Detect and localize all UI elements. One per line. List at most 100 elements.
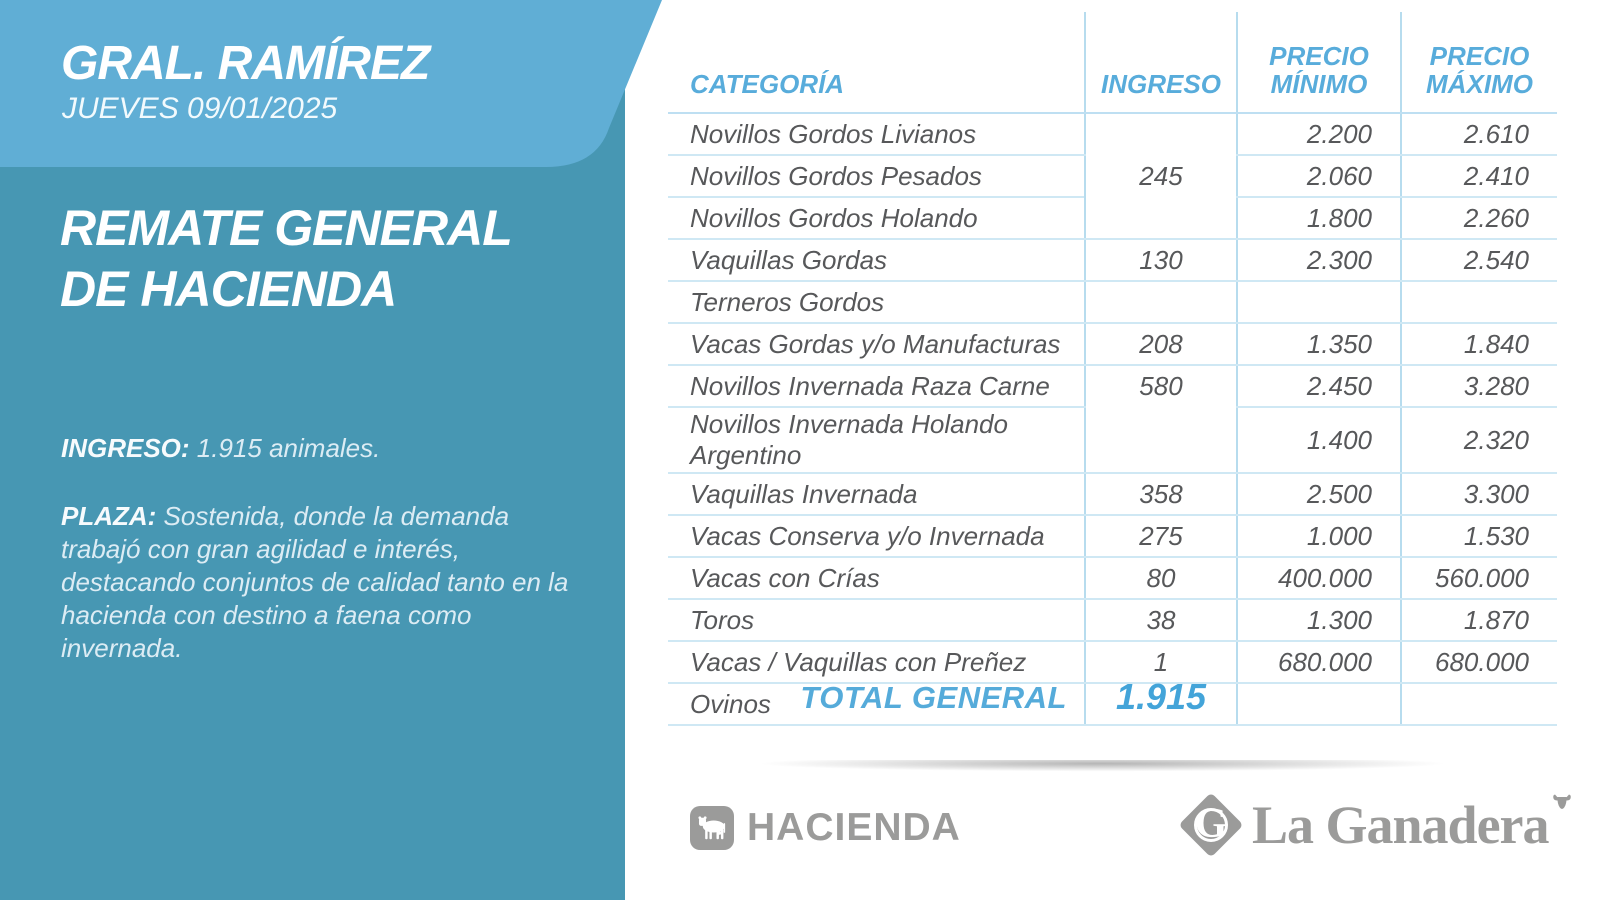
table-row: Vacas Gordas y/o Manufacturas 208 1.350 1.8…	[668, 323, 1557, 366]
table-row: Novillos Gordos Livianos 245 2.200 2.610	[668, 113, 1557, 240]
cell-category: Vaquillas Invernada	[668, 473, 1085, 516]
cell-precio-maximo: 560.000	[1400, 557, 1557, 600]
page-title-line1: REMATE GENERAL	[60, 200, 513, 256]
cell-precio-minimo: 1.800	[1236, 197, 1401, 240]
total-row: TOTAL GENERAL 1.915	[668, 676, 1557, 718]
cell-category: Novillos Gordos Holando	[668, 197, 1085, 240]
plaza-text: Sostenida, donde la demanda trabajó con …	[61, 501, 569, 663]
cell-precio-minimo: 2.060	[1236, 155, 1401, 198]
table-row: Novillos Gordos Holando 1.800 2.260	[668, 197, 1557, 240]
hacienda-logo: HACIENDA	[690, 806, 961, 850]
cell-ingreso: 80	[1084, 557, 1237, 600]
table-row: Vacas / Vaquillas con Preñez 1 680.000 680.…	[668, 641, 1557, 684]
cell-ingreso	[1084, 683, 1237, 726]
cell-precio-maximo: 2.540	[1400, 239, 1557, 282]
cell-category: Vacas Conserva y/o Invernada	[668, 515, 1085, 558]
header-categoria: CATEGORÍA	[668, 12, 1085, 114]
table-row: Novillos Invernada Holando Argentino 1.40…	[668, 407, 1557, 474]
cell-precio-minimo: 2.450	[1236, 365, 1401, 408]
cell-category: Vacas con Crías	[668, 557, 1085, 600]
page-title: REMATE GENERAL DE HACIENDA	[60, 198, 513, 320]
cow-head-icon	[1552, 794, 1572, 817]
cell-precio-minimo: 400.000	[1236, 557, 1401, 600]
cell-ingreso: 1	[1084, 641, 1237, 684]
table-row: Vaquillas Gordas 130 2.300 2.540	[668, 239, 1557, 282]
cell-precio-minimo	[1236, 683, 1401, 726]
cell-category: Toros	[668, 599, 1085, 642]
cell-precio-minimo: 1.350	[1236, 323, 1401, 366]
total-label: TOTAL GENERAL	[800, 680, 1067, 715]
ingreso-text: 1.915 animales.	[189, 433, 381, 463]
cell-ingreso: 580	[1084, 365, 1237, 474]
cell-category: Novillos Gordos Pesados	[668, 155, 1085, 198]
ganadera-diamond-icon: G	[1178, 792, 1244, 858]
table-row: Vacas con Crías 80 400.000 560.000	[668, 557, 1557, 600]
plaza-label: PLAZA:	[61, 501, 157, 531]
cell-category: Vacas / Vaquillas con Preñez	[668, 641, 1085, 684]
cell-precio-minimo: 2.200	[1236, 113, 1401, 156]
table-body: Novillos Gordos Livianos 245 2.200 2.610 Nov…	[668, 113, 1557, 726]
brand-name: La Ganadera	[1252, 795, 1550, 855]
cell-ingreso: 245	[1084, 113, 1237, 240]
prices-table: CATEGORÍA INGRESO PRECIO MÍNIMO PRECIO M…	[668, 12, 1557, 726]
table-row: Terneros Gordos	[668, 281, 1557, 324]
cell-precio-minimo: 2.300	[1236, 239, 1401, 282]
table-header-row: CATEGORÍA INGRESO PRECIO MÍNIMO PRECIO M…	[668, 12, 1557, 114]
header-ingreso: INGRESO	[1084, 12, 1237, 114]
cow-icon	[690, 806, 734, 850]
cell-precio-minimo: 1.000	[1236, 515, 1401, 558]
cell-precio-maximo: 1.870	[1400, 599, 1557, 642]
cell-precio-maximo: 680.000	[1400, 641, 1557, 684]
page-title-line2: DE HACIENDA	[60, 261, 397, 317]
hacienda-label: HACIENDA	[747, 806, 961, 849]
total-value: 1.915	[1115, 676, 1207, 717]
table-row: Vaquillas Invernada 358 2.500 3.300	[668, 473, 1557, 516]
cell-precio-maximo: 2.260	[1400, 197, 1557, 240]
sidebar-header-band	[0, 0, 662, 167]
cell-category: Novillos Gordos Livianos	[668, 113, 1085, 156]
cell-ingreso: 208	[1084, 323, 1237, 366]
ring-shape	[1194, 808, 1228, 842]
cell-precio-maximo: 1.840	[1400, 323, 1557, 366]
cell-precio-maximo: 3.300	[1400, 473, 1557, 516]
location-title: GRAL. RAMÍREZ	[61, 37, 430, 90]
ingreso-summary: INGRESO: 1.915 animales.	[61, 432, 583, 465]
cell-category: Vaquillas Gordas	[668, 239, 1085, 282]
cell-ingreso: 38	[1084, 599, 1237, 642]
cell-precio-maximo	[1400, 281, 1557, 324]
la-ganadera-logo: G La Ganadera	[1178, 792, 1572, 858]
plaza-summary: PLAZA: Sostenida, donde la demanda traba…	[61, 500, 583, 665]
cell-category: Novillos Invernada Raza Carne	[668, 365, 1085, 408]
prices-table-wrap: CATEGORÍA INGRESO PRECIO MÍNIMO PRECIO M…	[668, 12, 1557, 726]
brand-monogram: G	[1194, 801, 1228, 847]
cell-precio-minimo: 680.000	[1236, 641, 1401, 684]
table-row: Vacas Conserva y/o Invernada 275 1.000 1.53…	[668, 515, 1557, 558]
cell-ingreso: 358	[1084, 473, 1237, 516]
cell-precio-maximo: 1.530	[1400, 515, 1557, 558]
cell-precio-minimo: 1.400	[1236, 407, 1401, 474]
cell-precio-maximo: 2.320	[1400, 407, 1557, 474]
table-row: Ovinos	[668, 683, 1557, 726]
cell-ingreso	[1084, 281, 1237, 324]
cell-precio-maximo: 2.610	[1400, 113, 1557, 156]
ingreso-label: INGRESO:	[61, 433, 190, 463]
table-row: Novillos Invernada Raza Carne 580 2.450 3.2…	[668, 365, 1557, 474]
cell-precio-minimo	[1236, 281, 1401, 324]
table-row: Toros 38 1.300 1.870	[668, 599, 1557, 642]
cell-category: Vacas Gordas y/o Manufacturas	[668, 323, 1085, 366]
cell-category: Terneros Gordos	[668, 281, 1085, 324]
auction-date: JUEVES 09/01/2025	[62, 92, 338, 125]
cell-precio-minimo: 2.500	[1236, 473, 1401, 516]
table-row: Novillos Gordos Pesados 2.060 2.410	[668, 155, 1557, 198]
cell-ingreso: 130	[1084, 239, 1237, 282]
header-precio-maximo: PRECIO MÁXIMO	[1400, 12, 1557, 114]
footer-divider	[645, 760, 1560, 772]
cell-category: Novillos Invernada Holando Argentino	[668, 407, 1085, 474]
cell-precio-maximo: 2.410	[1400, 155, 1557, 198]
cell-category: Ovinos	[668, 683, 1085, 726]
cell-precio-maximo: 3.280	[1400, 365, 1557, 408]
header-precio-minimo: PRECIO MÍNIMO	[1236, 12, 1401, 114]
cell-ingreso: 275	[1084, 515, 1237, 558]
cell-precio-minimo: 1.300	[1236, 599, 1401, 642]
